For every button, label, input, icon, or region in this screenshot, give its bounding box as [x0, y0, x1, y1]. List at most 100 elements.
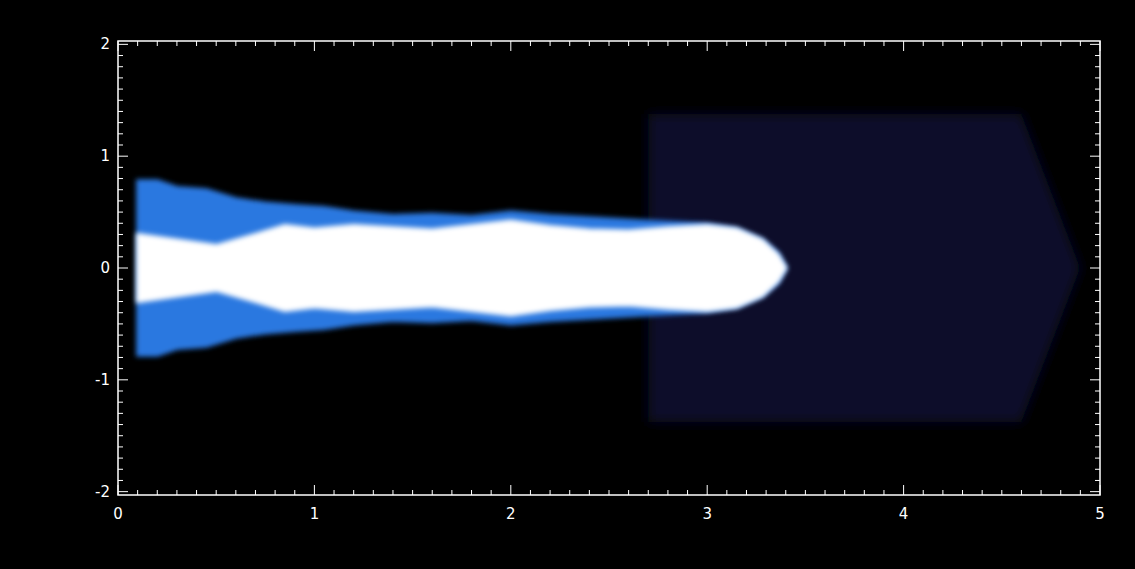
minor-tick	[1095, 346, 1100, 347]
x-tick-label: 2	[506, 505, 516, 523]
minor-tick	[294, 490, 295, 495]
x-tick-label: 1	[310, 505, 320, 523]
minor-tick	[1060, 41, 1061, 46]
plot-frame	[118, 41, 1100, 495]
minor-tick	[982, 490, 983, 495]
minor-tick	[864, 41, 865, 46]
minor-tick	[1095, 402, 1100, 403]
minor-tick	[667, 490, 668, 495]
minor-tick	[118, 312, 123, 313]
minor-tick	[235, 41, 236, 46]
minor-tick	[137, 41, 138, 46]
minor-tick	[1021, 490, 1022, 495]
minor-tick	[1021, 41, 1022, 46]
minor-tick	[726, 41, 727, 46]
minor-tick	[530, 41, 531, 46]
minor-tick	[569, 490, 570, 495]
x-tick	[707, 485, 708, 495]
minor-tick	[157, 41, 158, 46]
minor-tick	[766, 41, 767, 46]
minor-tick	[235, 490, 236, 495]
minor-tick	[589, 490, 590, 495]
minor-tick	[1095, 312, 1100, 313]
minor-tick	[216, 490, 217, 495]
minor-tick	[1095, 256, 1100, 257]
minor-tick	[275, 490, 276, 495]
minor-tick	[118, 290, 123, 291]
minor-tick	[825, 41, 826, 46]
minor-tick	[1001, 490, 1002, 495]
minor-tick	[118, 89, 123, 90]
minor-tick	[1095, 89, 1100, 90]
minor-tick	[962, 41, 963, 46]
minor-tick	[1080, 41, 1081, 46]
minor-tick	[491, 41, 492, 46]
minor-tick	[118, 77, 123, 78]
x-tick	[314, 41, 315, 51]
minor-tick	[334, 490, 335, 495]
minor-tick	[451, 41, 452, 46]
y-tick-label: 1	[100, 147, 110, 165]
minor-tick	[118, 402, 123, 403]
minor-tick	[373, 41, 374, 46]
minor-tick	[118, 458, 123, 459]
y-tick-label: 0	[100, 259, 110, 277]
minor-tick	[176, 41, 177, 46]
minor-tick	[118, 100, 123, 101]
minor-tick	[118, 212, 123, 213]
minor-tick	[255, 490, 256, 495]
minor-tick	[118, 413, 123, 414]
minor-tick	[667, 41, 668, 46]
minor-tick	[1095, 245, 1100, 246]
x-tick-label: 3	[702, 505, 712, 523]
minor-tick	[118, 144, 123, 145]
minor-tick	[118, 279, 123, 280]
minor-tick	[962, 490, 963, 495]
x-tick	[118, 41, 119, 51]
minor-tick	[1001, 41, 1002, 46]
minor-tick	[923, 490, 924, 495]
minor-tick	[746, 490, 747, 495]
minor-tick	[844, 41, 845, 46]
minor-tick	[1095, 144, 1100, 145]
minor-tick	[118, 245, 123, 246]
minor-tick	[844, 490, 845, 495]
minor-tick	[1095, 55, 1100, 56]
minor-tick	[118, 55, 123, 56]
minor-tick	[392, 490, 393, 495]
minor-tick	[1095, 66, 1100, 67]
y-tick	[1090, 44, 1100, 45]
x-tick	[903, 41, 904, 51]
minor-tick	[255, 41, 256, 46]
minor-tick	[118, 200, 123, 201]
minor-tick	[1060, 490, 1061, 495]
minor-tick	[491, 490, 492, 495]
minor-tick	[1095, 167, 1100, 168]
minor-tick	[118, 323, 123, 324]
minor-tick	[923, 41, 924, 46]
y-tick-label: -1	[95, 371, 110, 389]
background	[0, 0, 1135, 569]
minor-tick	[550, 490, 551, 495]
minor-tick	[1095, 323, 1100, 324]
minor-tick	[334, 41, 335, 46]
x-tick-label: 0	[113, 505, 123, 523]
minor-tick	[373, 490, 374, 495]
x-tick-label: 4	[899, 505, 909, 523]
y-tick	[118, 268, 128, 269]
minor-tick	[118, 346, 123, 347]
x-tick	[1100, 41, 1101, 51]
minor-tick	[864, 490, 865, 495]
x-tick	[510, 485, 511, 495]
minor-tick	[118, 189, 123, 190]
y-tick	[1090, 379, 1100, 380]
minor-tick	[609, 41, 610, 46]
minor-tick	[118, 446, 123, 447]
minor-tick	[1095, 424, 1100, 425]
minor-tick	[628, 490, 629, 495]
minor-tick	[412, 41, 413, 46]
minor-tick	[471, 490, 472, 495]
minor-tick	[1095, 446, 1100, 447]
minor-tick	[609, 490, 610, 495]
minor-tick	[1095, 301, 1100, 302]
